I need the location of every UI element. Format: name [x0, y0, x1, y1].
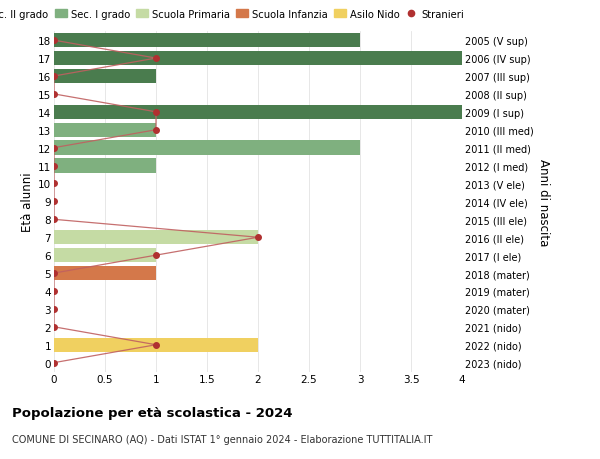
- Bar: [54, 34, 360, 48]
- Bar: [54, 159, 156, 174]
- Bar: [54, 266, 156, 280]
- Bar: [54, 141, 360, 156]
- Bar: [54, 70, 156, 84]
- Y-axis label: Età alunni: Età alunni: [21, 172, 34, 232]
- Legend: Sec. II grado, Sec. I grado, Scuola Primaria, Scuola Infanzia, Asilo Nido, Stran: Sec. II grado, Sec. I grado, Scuola Prim…: [0, 6, 468, 24]
- Bar: [54, 52, 462, 66]
- Bar: [54, 123, 156, 138]
- Bar: [54, 106, 462, 120]
- Bar: [54, 248, 156, 263]
- Text: Popolazione per età scolastica - 2024: Popolazione per età scolastica - 2024: [12, 406, 293, 419]
- Y-axis label: Anni di nascita: Anni di nascita: [537, 158, 550, 246]
- Bar: [54, 338, 258, 352]
- Bar: [54, 230, 258, 245]
- Text: COMUNE DI SECINARO (AQ) - Dati ISTAT 1° gennaio 2024 - Elaborazione TUTTITALIA.I: COMUNE DI SECINARO (AQ) - Dati ISTAT 1° …: [12, 434, 433, 444]
